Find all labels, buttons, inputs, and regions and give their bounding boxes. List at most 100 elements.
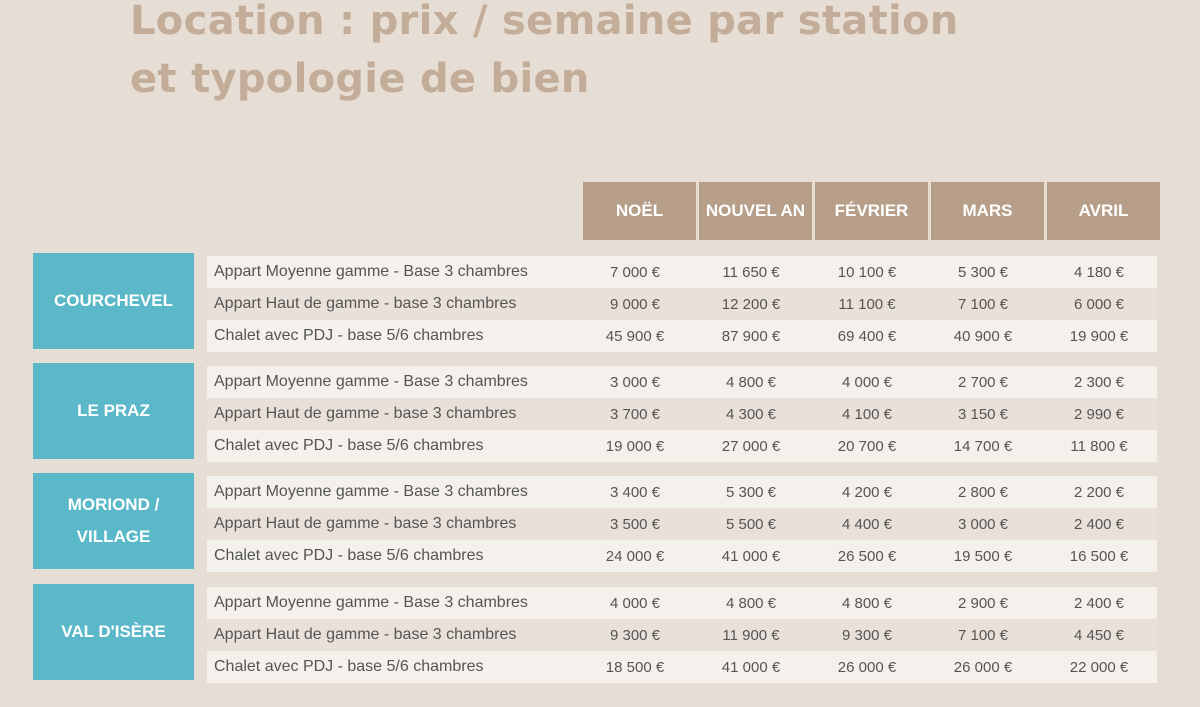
- price-cell: 7 000 €: [609, 263, 661, 281]
- price-cell: 11 650 €: [722, 263, 780, 281]
- price-cell: 41 000 €: [721, 658, 781, 676]
- price-cell: 41 000 €: [721, 547, 781, 565]
- price-cell: 19 900 €: [1069, 327, 1129, 345]
- price-cell: 2 300 €: [1073, 373, 1125, 391]
- price-cell: 4 000 €: [841, 373, 893, 391]
- table-row: Chalet avec PDJ - base 5/6 chambres 24 0…: [207, 540, 1157, 572]
- courchevel-rows: Appart Moyenne gamme - Base 3 chambres 7…: [207, 256, 1157, 352]
- price-cell: 4 450 €: [1073, 626, 1125, 644]
- val-disere-rows: Appart Moyenne gamme - Base 3 chambres 4…: [207, 587, 1157, 683]
- price-cell: 7 100 €: [957, 295, 1009, 313]
- row-label: Appart Haut de gamme - base 3 chambres: [214, 405, 517, 422]
- price-cell: 3 150 €: [957, 405, 1009, 423]
- price-cell: 40 900 €: [953, 327, 1013, 345]
- price-cell: 19 500 €: [953, 547, 1013, 565]
- price-cell: 69 400 €: [837, 327, 897, 345]
- header-mars: MARS: [931, 182, 1044, 240]
- price-cell: 6 000 €: [1073, 295, 1125, 313]
- table-row: Chalet avec PDJ - base 5/6 chambres 18 5…: [207, 651, 1157, 683]
- row-label: Appart Haut de gamme - base 3 chambres: [214, 515, 517, 532]
- table-row: Appart Haut de gamme - base 3 chambres 3…: [207, 398, 1157, 430]
- table-row: Appart Moyenne gamme - Base 3 chambres 4…: [207, 587, 1157, 619]
- price-cell: 9 300 €: [841, 626, 893, 644]
- row-label: Chalet avec PDJ - base 5/6 chambres: [214, 437, 484, 454]
- price-cell: 4 300 €: [725, 405, 777, 423]
- price-cell: 5 500 €: [725, 515, 777, 533]
- row-label: Chalet avec PDJ - base 5/6 chambres: [214, 547, 484, 564]
- month-header-row: NOËL NOUVEL AN FÉVRIER MARS AVRIL: [583, 182, 1160, 240]
- row-label: Appart Haut de gamme - base 3 chambres: [214, 626, 517, 643]
- price-cell: 4 100 €: [841, 405, 893, 423]
- price-cell: 11 900 €: [722, 626, 780, 644]
- row-label: Appart Moyenne gamme - Base 3 chambres: [214, 594, 528, 611]
- price-cell: 11 100 €: [838, 295, 896, 313]
- header-fevrier: FÉVRIER: [815, 182, 928, 240]
- price-cell: 2 700 €: [957, 373, 1009, 391]
- price-cell: 26 000 €: [837, 658, 897, 676]
- price-cell: 10 100 €: [837, 263, 897, 281]
- title-line-2: et typologie de bien: [130, 56, 590, 102]
- station-val-disere: VAL D'ISÈRE: [33, 584, 194, 680]
- table-row: Chalet avec PDJ - base 5/6 chambres 45 9…: [207, 320, 1157, 352]
- row-label: Chalet avec PDJ - base 5/6 chambres: [214, 327, 484, 344]
- price-cell: 3 000 €: [609, 373, 661, 391]
- price-cell: 4 800 €: [725, 373, 777, 391]
- page-title: Location : prix / semaine par station et…: [130, 0, 959, 108]
- price-cell: 18 500 €: [605, 658, 665, 676]
- price-cell: 19 000 €: [605, 437, 665, 455]
- price-cell: 4 180 €: [1073, 263, 1125, 281]
- table-row: Appart Moyenne gamme - Base 3 chambres 3…: [207, 476, 1157, 508]
- price-cell: 3 000 €: [957, 515, 1009, 533]
- table-row: Appart Haut de gamme - base 3 chambres 9…: [207, 288, 1157, 320]
- price-cell: 3 500 €: [609, 515, 661, 533]
- price-cell: 4 200 €: [841, 483, 893, 501]
- price-cell: 4 000 €: [609, 594, 661, 612]
- row-label: Appart Moyenne gamme - Base 3 chambres: [214, 263, 528, 280]
- price-cell: 2 400 €: [1073, 594, 1125, 612]
- price-cell: 16 500 €: [1069, 547, 1129, 565]
- price-cell: 4 400 €: [841, 515, 893, 533]
- price-cell: 22 000 €: [1069, 658, 1129, 676]
- title-line-1: Location : prix / semaine par station: [130, 0, 959, 44]
- table-row: Appart Haut de gamme - base 3 chambres 9…: [207, 619, 1157, 651]
- price-cell: 45 900 €: [605, 327, 665, 345]
- price-cell: 2 400 €: [1073, 515, 1125, 533]
- price-cell: 11 800 €: [1070, 437, 1128, 455]
- row-label: Appart Moyenne gamme - Base 3 chambres: [214, 483, 528, 500]
- price-cell: 9 000 €: [609, 295, 661, 313]
- le-praz-rows: Appart Moyenne gamme - Base 3 chambres 3…: [207, 366, 1157, 462]
- row-label: Appart Moyenne gamme - Base 3 chambres: [214, 373, 528, 390]
- header-noel: NOËL: [583, 182, 696, 240]
- price-cell: 2 990 €: [1073, 405, 1125, 423]
- price-cell: 12 200 €: [721, 295, 781, 313]
- table-row: Chalet avec PDJ - base 5/6 chambres 19 0…: [207, 430, 1157, 462]
- price-cell: 3 700 €: [609, 405, 661, 423]
- row-label: Appart Haut de gamme - base 3 chambres: [214, 295, 517, 312]
- price-cell: 4 800 €: [725, 594, 777, 612]
- price-cell: 7 100 €: [957, 626, 1009, 644]
- row-label: Chalet avec PDJ - base 5/6 chambres: [214, 658, 484, 675]
- table-row: Appart Moyenne gamme - Base 3 chambres 7…: [207, 256, 1157, 288]
- price-cell: 27 000 €: [721, 437, 781, 455]
- table-row: Appart Moyenne gamme - Base 3 chambres 3…: [207, 366, 1157, 398]
- price-cell: 26 000 €: [953, 658, 1013, 676]
- price-cell: 20 700 €: [837, 437, 897, 455]
- moriond-village-rows: Appart Moyenne gamme - Base 3 chambres 3…: [207, 476, 1157, 572]
- price-cell: 4 800 €: [841, 594, 893, 612]
- price-cell: 24 000 €: [605, 547, 665, 565]
- price-cell: 87 900 €: [721, 327, 781, 345]
- price-cell: 5 300 €: [725, 483, 777, 501]
- price-cell: 2 200 €: [1073, 483, 1125, 501]
- header-avril: AVRIL: [1047, 182, 1160, 240]
- price-cell: 3 400 €: [609, 483, 661, 501]
- station-moriond-village: MORIOND / VILLAGE: [33, 473, 194, 569]
- table-row: Appart Haut de gamme - base 3 chambres 3…: [207, 508, 1157, 540]
- price-cell: 9 300 €: [609, 626, 661, 644]
- price-cell: 2 900 €: [957, 594, 1009, 612]
- price-cell: 26 500 €: [837, 547, 897, 565]
- station-courchevel: COURCHEVEL: [33, 253, 194, 349]
- header-nouvel-an: NOUVEL AN: [699, 182, 812, 240]
- price-cell: 14 700 €: [953, 437, 1013, 455]
- price-cell: 5 300 €: [957, 263, 1009, 281]
- price-cell: 2 800 €: [957, 483, 1009, 501]
